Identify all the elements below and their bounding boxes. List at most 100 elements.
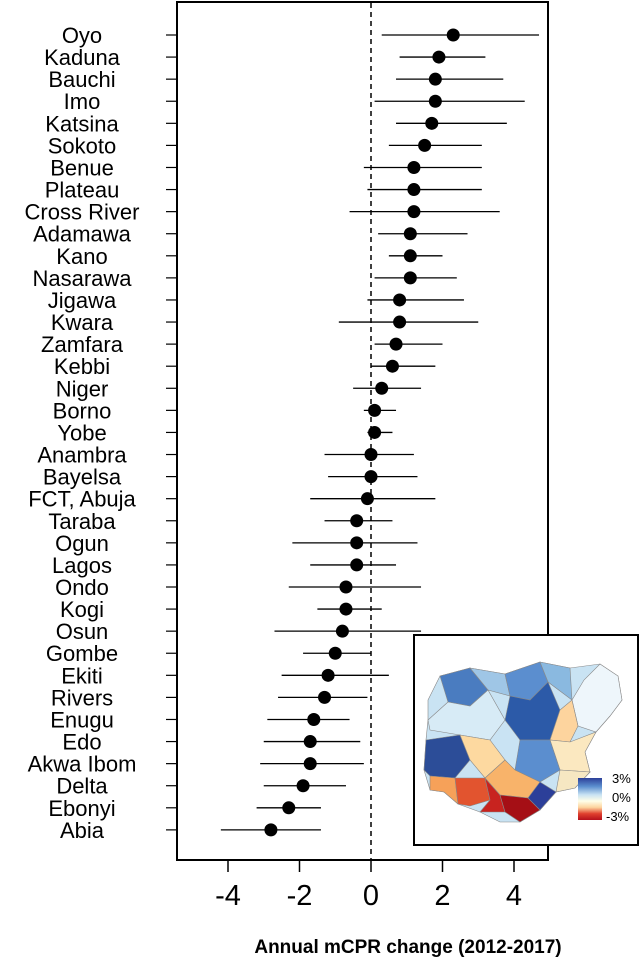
point-estimate [407, 183, 421, 197]
state-label: Nasarawa [32, 266, 132, 291]
point-estimate [403, 271, 417, 285]
map-region-benue [527, 781, 557, 811]
state-label: Anambra [37, 443, 127, 468]
point-estimate [407, 160, 421, 174]
forest-row: Osun [56, 619, 422, 644]
forest-row: Niger [56, 376, 422, 401]
forest-row: Taraba [48, 509, 393, 534]
point-estimate [339, 580, 353, 594]
point-estimate [407, 205, 421, 219]
x-tick-label: 2 [434, 880, 450, 912]
forest-row: Kebbi [54, 354, 436, 379]
state-label: Delta [56, 774, 108, 799]
map-region-ondo [454, 777, 491, 807]
forest-row: Kaduna [44, 45, 486, 70]
point-estimate [307, 712, 321, 726]
state-label: Akwa Ibom [28, 752, 137, 777]
map-region-ogun [429, 775, 459, 805]
state-label: Oyo [62, 23, 102, 48]
forest-row: Yobe [57, 420, 393, 445]
forest-row: Bayelsa [43, 465, 418, 490]
point-estimate [321, 668, 335, 682]
legend-label-high: 3% [612, 771, 631, 786]
point-estimate [335, 624, 349, 638]
point-estimate [432, 50, 446, 64]
state-label: Kogi [60, 597, 104, 622]
x-tick-label: 0 [363, 880, 379, 912]
point-estimate [360, 492, 374, 506]
point-estimate [364, 470, 378, 484]
state-label: Katsina [45, 111, 119, 136]
forest-row: Cross River [25, 200, 500, 225]
legend-label-low: -3% [606, 809, 630, 824]
point-estimate [350, 514, 364, 528]
forest-row: FCT, Abuja [28, 487, 436, 512]
x-axis: -4 -2 0 2 4 [215, 859, 522, 912]
point-estimate [264, 823, 278, 837]
point-estimate [282, 801, 296, 815]
point-estimate [428, 94, 442, 108]
forest-row: Benue [50, 155, 482, 180]
forest-row: Kano [56, 244, 443, 269]
point-estimate [375, 381, 389, 395]
forest-row: Ogun [55, 531, 418, 556]
state-label: Benue [50, 155, 114, 180]
state-label: Niger [56, 376, 109, 401]
point-estimate [303, 757, 317, 771]
map-region-edo [479, 777, 506, 813]
point-estimate [296, 779, 310, 793]
state-label: Osun [56, 619, 109, 644]
point-estimate [368, 425, 382, 439]
point-estimate [446, 28, 460, 42]
nigeria-map [423, 661, 623, 823]
map-region-gombe [549, 699, 579, 743]
map-region-taraba [555, 769, 591, 793]
forest-row: Rivers [51, 685, 368, 710]
state-label: Ebonyi [48, 796, 115, 821]
forest-row: Zamfara [41, 332, 443, 357]
point-estimate [385, 359, 399, 373]
forest-row: Delta [56, 774, 346, 799]
state-label: Zamfara [41, 332, 124, 357]
x-tick-label: -4 [215, 880, 241, 912]
forest-row: Nasarawa [32, 266, 457, 291]
point-estimate [303, 735, 317, 749]
state-label: Enugu [50, 707, 114, 732]
state-label: Yobe [57, 420, 106, 445]
point-estimate [428, 72, 442, 86]
forest-row: Kogi [60, 597, 382, 622]
forest-row: Edo [62, 730, 361, 755]
forest-row: Kwara [51, 310, 479, 335]
state-label: Abia [60, 818, 105, 843]
state-label: Ekiti [61, 663, 103, 688]
state-label: Plateau [45, 178, 120, 203]
forest-row: Bauchi [48, 67, 504, 92]
legend-label-mid: 0% [612, 790, 631, 805]
forest-row: Abia [60, 818, 321, 843]
forest-row: Imo [64, 89, 525, 114]
point-estimate [368, 403, 382, 417]
point-estimate [350, 536, 364, 550]
state-label: Cross River [25, 200, 140, 225]
point-estimate [403, 249, 417, 263]
forest-row: Oyo [62, 23, 540, 48]
forest-row: Katsina [45, 111, 507, 136]
forest-row: Akwa Ibom [28, 752, 364, 777]
point-estimate [418, 138, 432, 152]
forest-row: Ondo [55, 575, 422, 600]
point-estimate [350, 558, 364, 572]
state-label: Ondo [55, 575, 109, 600]
state-label: Taraba [48, 509, 116, 534]
forest-row: Adamawa [33, 222, 468, 247]
point-estimate [393, 315, 407, 329]
forest-row: Jigawa [48, 288, 464, 313]
state-label: Bayelsa [43, 465, 122, 490]
map-region-enugu [499, 794, 541, 823]
point-estimate [328, 646, 342, 660]
forest-row: Ebonyi [48, 796, 321, 821]
state-label: Kebbi [54, 354, 110, 379]
state-label: Kaduna [44, 45, 121, 70]
state-label: Sokoto [48, 133, 117, 158]
color-legend-bar [578, 778, 602, 820]
forest-row: Anambra [37, 443, 414, 468]
